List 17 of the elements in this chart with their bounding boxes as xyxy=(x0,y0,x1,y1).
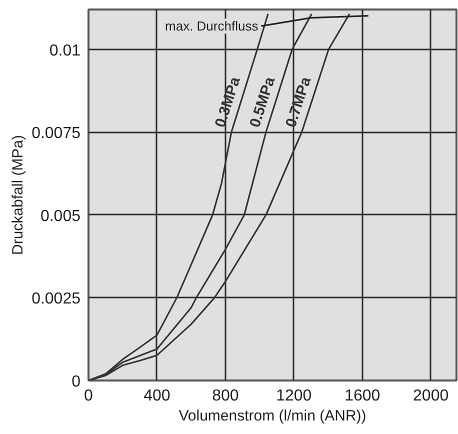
y-tick-label: 0.0025 xyxy=(32,290,81,308)
text: 0.3MPa xyxy=(212,74,244,130)
x-axis-title: Volumenstrom (l/min (ANR)) xyxy=(178,408,366,424)
x-tick-label: 0 xyxy=(84,388,94,404)
x-tick-label: 800 xyxy=(212,388,239,404)
y-tick-label: 0.0075 xyxy=(32,125,81,142)
x-tick-label: 1200 xyxy=(276,388,312,404)
x-tick-label: 2000 xyxy=(413,388,449,404)
y-tick-label: 0.005 xyxy=(40,208,81,225)
y-tick-label: 0 xyxy=(72,374,81,390)
y-axis-title: Druckabfall (MPa) xyxy=(10,134,27,256)
text: 0.5MPa xyxy=(246,74,279,130)
x-tick-label: 400 xyxy=(144,388,170,404)
y-tick-label: 0.01 xyxy=(49,42,81,60)
x-tick-label: 1600 xyxy=(344,388,380,404)
series-label: max. Durchfluss xyxy=(165,18,259,34)
text: 0.7MPa xyxy=(282,74,315,130)
